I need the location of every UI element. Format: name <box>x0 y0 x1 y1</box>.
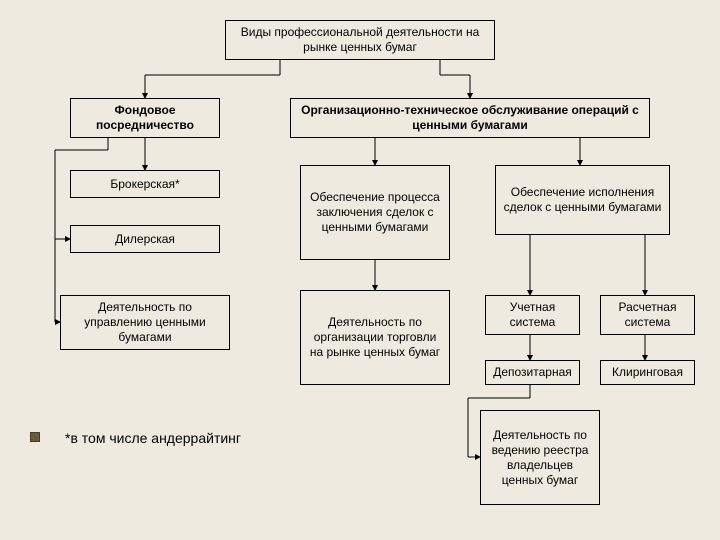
node-depo: Депозитарная <box>485 360 580 385</box>
node-label: Обеспечение исполнения сделок с ценными … <box>502 185 663 215</box>
node-settle: Расчетная система <box>600 295 695 335</box>
node-right: Организационно-техническое обслуживание … <box>290 98 650 138</box>
node-label: Учетная система <box>492 300 573 330</box>
node-label: Расчетная система <box>607 300 688 330</box>
node-dealer: Дилерская <box>70 225 220 253</box>
node-manage: Деятельность по управлению ценными бумаг… <box>60 295 230 350</box>
node-root: Виды профессиональной деятельности на ры… <box>225 20 495 60</box>
bullet-icon <box>30 432 40 442</box>
node-proc: Обеспечение процесса заключения сделок с… <box>300 165 450 260</box>
node-label: Организационно-техническое обслуживание … <box>297 103 643 133</box>
node-label: Дилерская <box>115 232 175 247</box>
node-clear: Клиринговая <box>600 360 695 385</box>
node-label: Фондовое посредничество <box>77 103 213 133</box>
node-broker: Брокерская* <box>70 170 220 198</box>
node-label: Деятельность по ведению реестра владельц… <box>487 428 593 488</box>
node-label: Депозитарная <box>493 365 572 380</box>
node-register: Деятельность по ведению реестра владельц… <box>480 410 600 505</box>
node-label: Деятельность по управлению ценными бумаг… <box>67 300 223 345</box>
node-label: Клиринговая <box>612 365 683 380</box>
node-acct: Учетная система <box>485 295 580 335</box>
node-label: Обеспечение процесса заключения сделок с… <box>307 190 443 235</box>
node-label: Виды профессиональной деятельности на ры… <box>232 25 488 55</box>
node-exec: Обеспечение исполнения сделок с ценными … <box>495 165 670 235</box>
connectors-layer <box>0 0 720 540</box>
node-trade: Деятельность по организации торговли на … <box>300 290 450 385</box>
footnote: *в том числе андеррайтинг <box>65 430 241 446</box>
node-label: Деятельность по организации торговли на … <box>307 315 443 360</box>
node-label: Брокерская* <box>110 177 179 192</box>
node-left: Фондовое посредничество <box>70 98 220 138</box>
